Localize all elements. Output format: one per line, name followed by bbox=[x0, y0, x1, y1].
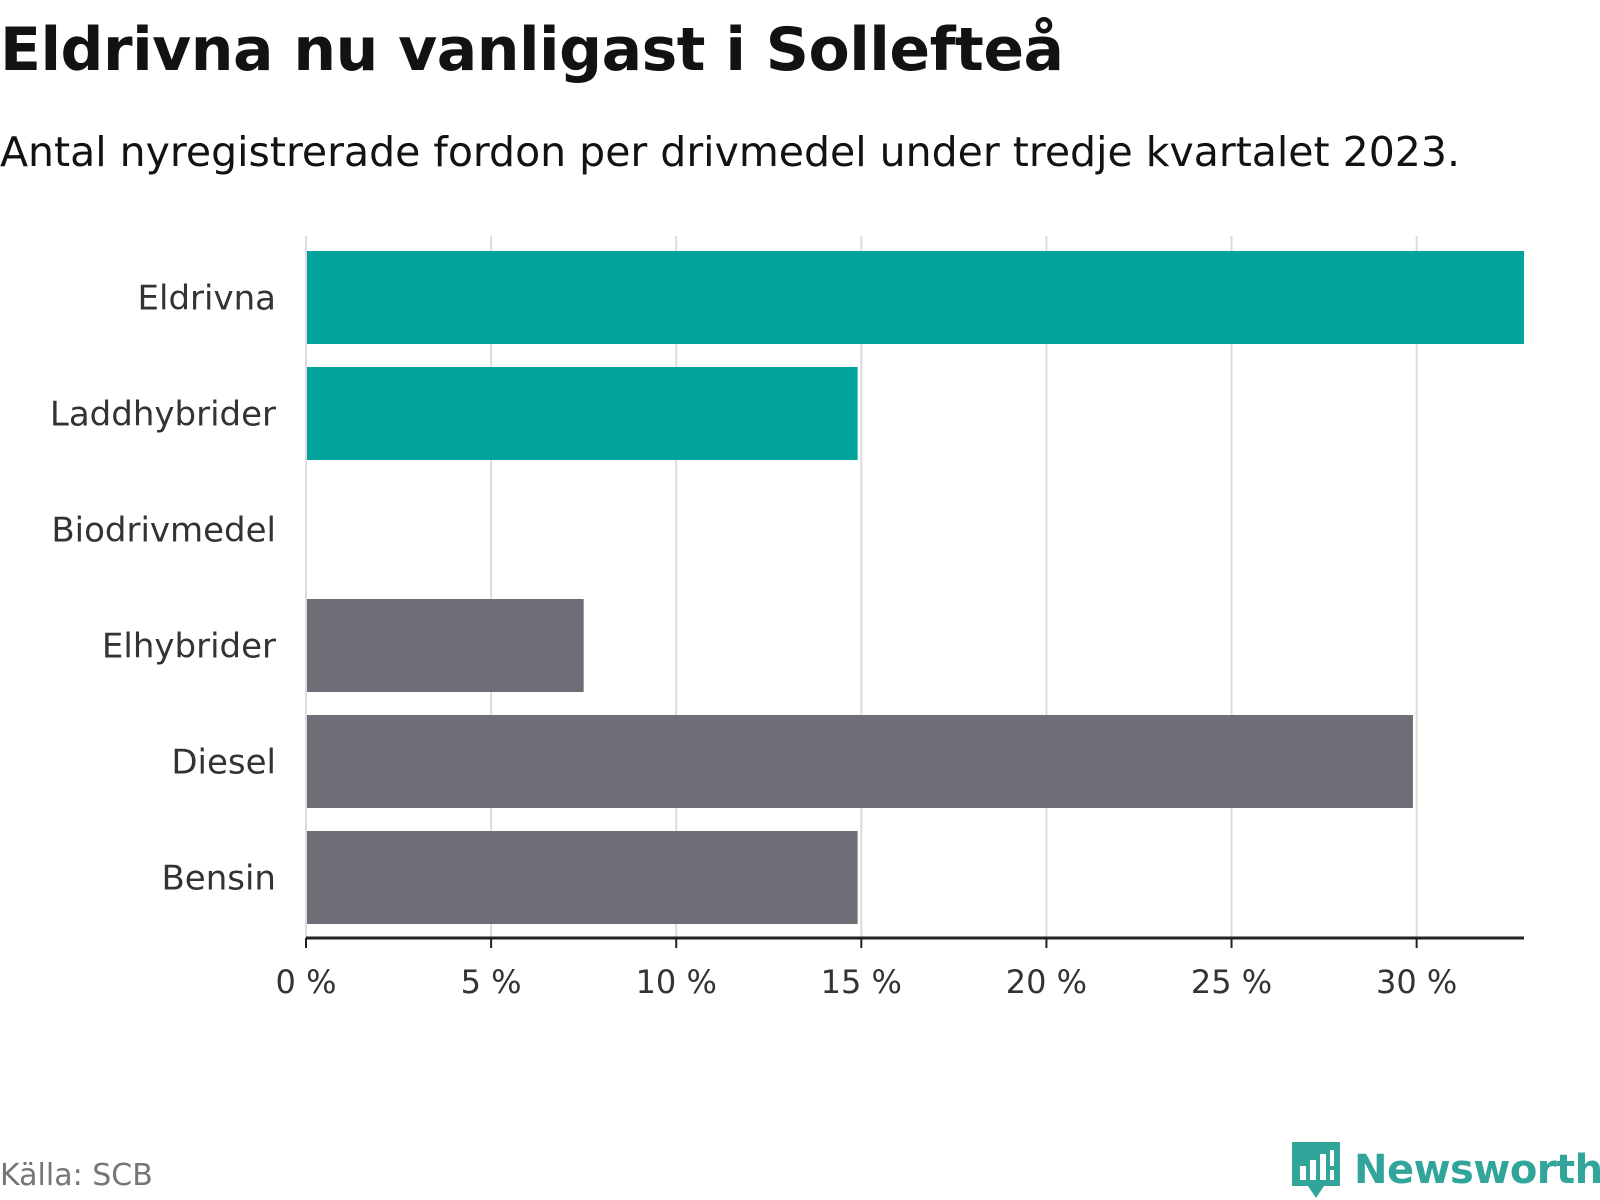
category-label: Eldrivna bbox=[138, 279, 276, 319]
x-tick-label: 0 % bbox=[276, 963, 337, 1001]
category-label: Bensin bbox=[161, 859, 276, 899]
brand-logo: Newsworthy bbox=[1290, 1140, 1600, 1200]
x-tick-label: 5 % bbox=[461, 963, 522, 1001]
category-label: Elhybrider bbox=[102, 627, 276, 667]
bar-elhybrider bbox=[306, 599, 584, 692]
x-tick-label: 25 % bbox=[1191, 963, 1272, 1001]
x-tick-label: 15 % bbox=[821, 963, 902, 1001]
bar-laddhybrider bbox=[306, 367, 858, 460]
bar-eldrivna bbox=[306, 251, 1524, 344]
newsworthy-logo-icon bbox=[1292, 1142, 1340, 1198]
x-tick-label: 10 % bbox=[636, 963, 717, 1001]
category-label: Biodrivmedel bbox=[51, 511, 276, 551]
bar-chart: Eldrivna Laddhybrider Biodrivmedel Elhybrid… bbox=[50, 236, 1524, 1001]
x-tick-label: 30 % bbox=[1376, 963, 1457, 1001]
chart-subtitle: Antal nyregistrerade fordon per drivmede… bbox=[0, 128, 1461, 176]
chart-title: Eldrivna nu vanligast i Sollefteå bbox=[0, 15, 1064, 85]
bar-bensin bbox=[306, 831, 858, 924]
bar-diesel bbox=[306, 715, 1413, 808]
brand-name: Newsworthy bbox=[1354, 1147, 1600, 1193]
source-note: Källa: SCB bbox=[0, 1158, 153, 1193]
category-label: Diesel bbox=[171, 743, 276, 783]
x-tick-label: 20 % bbox=[1006, 963, 1087, 1001]
category-label: Laddhybrider bbox=[50, 395, 276, 435]
